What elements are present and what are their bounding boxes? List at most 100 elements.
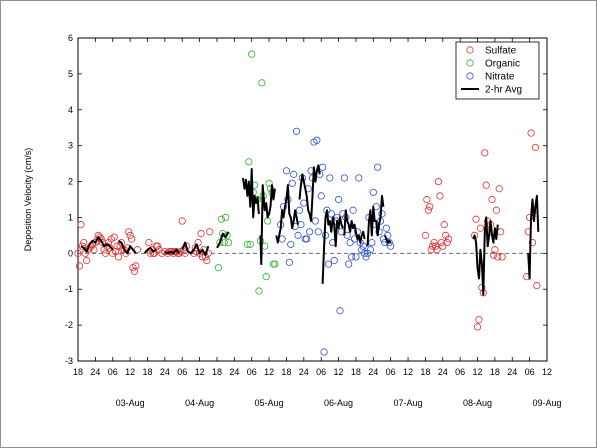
data-point	[491, 246, 499, 254]
data-point	[203, 256, 211, 265]
x-tick-label: 24	[368, 367, 378, 377]
data-point	[181, 249, 189, 257]
series-layer	[74, 50, 541, 356]
data-point	[290, 170, 298, 178]
legend-marker	[466, 46, 474, 54]
data-point	[421, 231, 430, 239]
data-point	[345, 260, 353, 268]
data-point	[426, 203, 434, 211]
data-point	[385, 238, 393, 247]
data-point	[113, 242, 121, 250]
x-tick-label: 12	[403, 367, 413, 377]
x-date-label: 07-Aug	[394, 398, 423, 408]
x-tick-label: 18	[490, 367, 500, 377]
x-tick-label: 18	[420, 367, 430, 377]
data-point	[349, 206, 357, 214]
data-point	[368, 238, 376, 247]
avg-line-segment	[216, 231, 230, 249]
y-tick-label: 1	[68, 212, 73, 222]
data-point	[83, 256, 91, 265]
y-tick-label: 5	[68, 69, 73, 79]
data-point	[132, 262, 140, 270]
data-point	[347, 253, 356, 261]
data-point	[78, 242, 86, 250]
data-point	[265, 179, 273, 187]
data-point	[243, 240, 251, 248]
data-point	[145, 238, 153, 247]
data-point	[361, 249, 369, 257]
data-point	[528, 238, 537, 247]
data-point	[434, 177, 443, 186]
x-tick-label: 24	[90, 367, 100, 377]
data-point	[288, 179, 296, 187]
x-tick-label: 12	[542, 367, 552, 377]
data-point	[355, 174, 363, 182]
y-axis-label: Deposition Velocity (cm/s)	[23, 148, 33, 252]
legend-label: 2-hr Avg	[485, 85, 522, 96]
data-point	[75, 262, 84, 270]
data-point	[222, 213, 230, 222]
data-point	[297, 221, 305, 229]
data-point	[106, 244, 114, 252]
avg-line-segment	[527, 194, 540, 280]
data-point	[481, 149, 489, 157]
data-point	[216, 238, 224, 247]
x-tick-label: 18	[281, 367, 291, 377]
data-point	[366, 246, 375, 254]
data-point	[359, 242, 367, 250]
data-point	[384, 231, 392, 239]
data-point	[439, 242, 447, 250]
x-tick-label: 06	[108, 367, 118, 377]
y-tick-label: 4	[68, 105, 73, 115]
plot-area	[77, 37, 548, 362]
data-point	[326, 174, 334, 182]
data-point	[531, 143, 540, 152]
data-point	[99, 238, 107, 247]
data-point	[340, 174, 348, 182]
data-point	[294, 231, 302, 239]
avg-line-segment	[343, 209, 366, 244]
x-tick-label: 06	[177, 367, 187, 377]
data-point	[314, 228, 322, 236]
x-tick-label: 18	[212, 367, 222, 377]
x-tick-label: 12	[473, 367, 483, 377]
avg-line-segment	[472, 216, 499, 296]
x-date-label: 03-Aug	[116, 398, 145, 408]
data-point	[217, 215, 225, 223]
data-point	[258, 79, 266, 87]
data-point	[248, 50, 256, 58]
data-point	[378, 210, 386, 218]
data-point	[494, 253, 502, 261]
x-date-labels: 03-Aug 04-Aug 05-Aug 06-Aug 07-Aug 08-Aug 09-A…	[116, 398, 562, 408]
data-point	[436, 192, 444, 200]
data-point	[387, 242, 395, 250]
data-point	[269, 260, 278, 268]
data-point	[285, 258, 293, 266]
data-point	[110, 233, 118, 241]
y-tick-label: -1	[65, 284, 73, 294]
data-point	[114, 253, 123, 261]
data-point	[527, 129, 535, 137]
data-point	[197, 229, 205, 238]
data-point	[317, 192, 325, 200]
x-axis-ticks: 18 24 06 12 18 24 06 12 18 24 06 12 18 24 06 12 18 24 06 12…	[73, 38, 552, 377]
data-point	[343, 231, 351, 239]
x-tick-label: 12	[125, 367, 135, 377]
data-point	[146, 249, 154, 257]
y-axis-ticks: -3 -2 -1 0 1 2 3 4 5 6	[65, 33, 547, 366]
data-point	[429, 242, 437, 250]
x-tick-label: 06	[386, 367, 396, 377]
data-point	[77, 221, 85, 229]
data-point	[313, 136, 321, 144]
data-point	[246, 240, 254, 248]
avg-line-segment	[143, 246, 157, 254]
avg-line-segment	[181, 241, 210, 257]
x-date-label: 05-Aug	[255, 398, 284, 408]
data-point	[301, 235, 309, 243]
avg-line-segment	[164, 248, 181, 255]
series-nitrate	[277, 127, 395, 356]
data-point	[306, 228, 314, 236]
data-point	[334, 195, 343, 204]
data-point	[423, 195, 431, 204]
